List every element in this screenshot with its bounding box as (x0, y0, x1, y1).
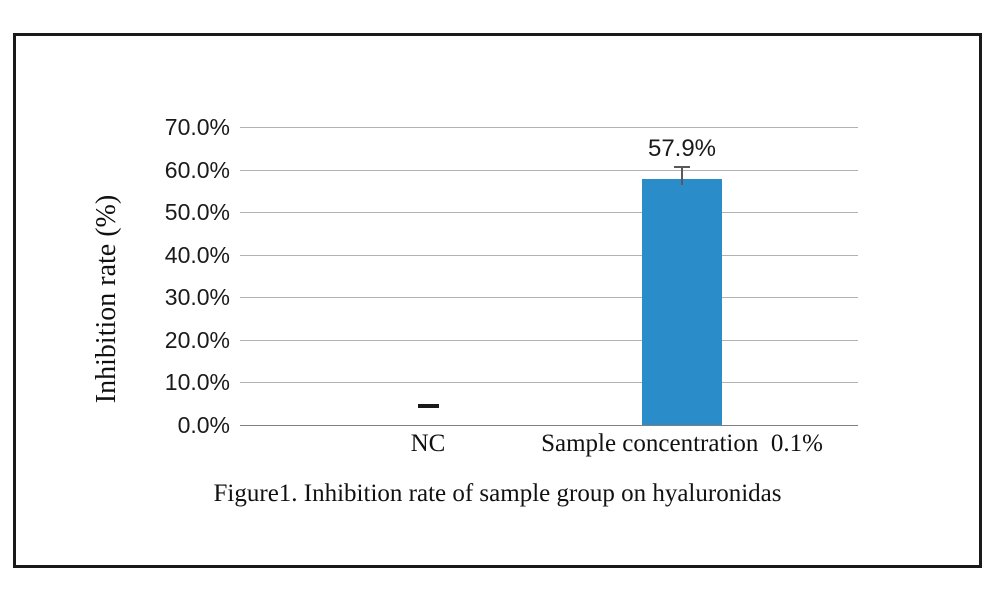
gridline (240, 339, 858, 341)
y-tick-label: 20.0% (164, 326, 230, 353)
x-axis-line (240, 425, 858, 426)
gridline (240, 254, 858, 256)
x-category-label: NC (410, 430, 446, 457)
gridline (240, 127, 858, 128)
x-category-label: Sample concentration 0.1% (541, 430, 823, 457)
gridline (240, 382, 858, 384)
gridline (240, 212, 858, 214)
error-bar-cap (674, 165, 690, 168)
gridline (240, 169, 858, 171)
y-tick-label: 40.0% (164, 241, 230, 268)
bar (642, 178, 722, 425)
y-tick-label: 60.0% (164, 156, 230, 183)
y-tick-label: 30.0% (164, 284, 230, 311)
nc-dash-marker (418, 404, 439, 408)
bar-value-label: 57.9% (647, 134, 717, 162)
error-bar (681, 165, 683, 185)
y-tick-label: 0.0% (177, 412, 230, 438)
gridline (240, 297, 858, 299)
figure-frame (13, 33, 982, 568)
y-tick-label: 10.0% (164, 369, 230, 396)
y-tick-label: 70.0% (164, 114, 230, 140)
y-tick-label: 50.0% (164, 199, 230, 226)
figure-caption: Figure1. Inhibition rate of sample group… (213, 480, 782, 507)
